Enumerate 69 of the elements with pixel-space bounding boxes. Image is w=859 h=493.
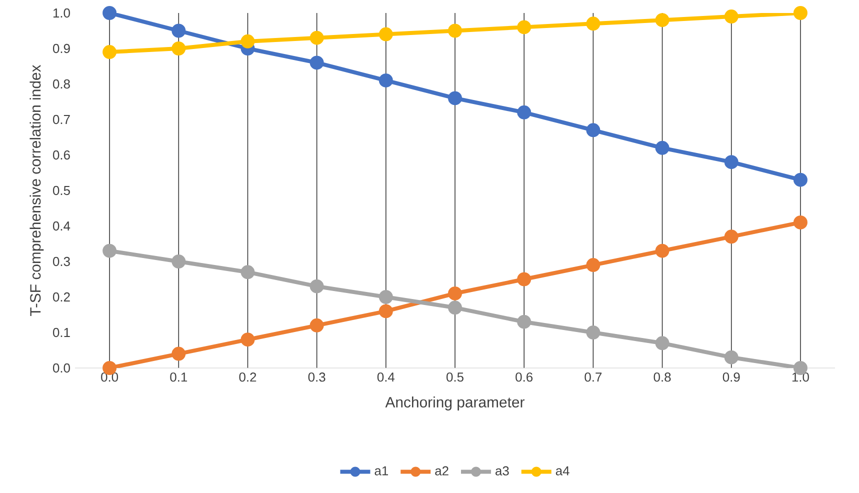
x-tick-label: 0.3 bbox=[308, 372, 326, 382]
point bbox=[724, 350, 738, 364]
x-tick-label: 0.1 bbox=[170, 372, 188, 382]
point bbox=[448, 300, 462, 315]
x-tick-label: 0.9 bbox=[722, 372, 740, 382]
legend-label: a2 bbox=[435, 466, 448, 476]
point bbox=[586, 16, 600, 31]
y-tick-label: 0.8 bbox=[52, 79, 70, 89]
point bbox=[310, 318, 324, 332]
point bbox=[655, 13, 670, 28]
point bbox=[655, 244, 670, 258]
x-tick-label: 0.5 bbox=[446, 372, 464, 382]
point bbox=[240, 34, 255, 48]
point bbox=[517, 105, 532, 120]
x-tick-label: 0.6 bbox=[516, 372, 533, 382]
point bbox=[448, 24, 462, 38]
x-tick-label: 0.4 bbox=[377, 372, 395, 382]
y-tick-label: 0.2 bbox=[52, 292, 70, 302]
point bbox=[378, 290, 393, 304]
legend-label: a3 bbox=[496, 466, 509, 476]
point bbox=[793, 215, 808, 230]
point bbox=[586, 123, 600, 138]
point bbox=[378, 304, 393, 318]
point bbox=[172, 42, 186, 56]
point bbox=[240, 265, 255, 280]
point bbox=[102, 45, 117, 60]
point bbox=[517, 20, 532, 34]
x-tick-label: 0.2 bbox=[239, 372, 256, 382]
point bbox=[310, 279, 324, 294]
point bbox=[448, 91, 462, 106]
y-axis-title: T-SF comprehensive correlation index bbox=[30, 64, 44, 316]
legend-label: a4 bbox=[556, 466, 570, 476]
x-tick-label: 0.0 bbox=[101, 372, 118, 382]
point bbox=[102, 244, 117, 258]
point bbox=[793, 172, 808, 187]
point bbox=[310, 56, 324, 70]
point bbox=[517, 314, 532, 329]
point bbox=[586, 326, 600, 340]
x-axis-title: Anchoring parameter bbox=[385, 396, 524, 410]
point bbox=[172, 254, 186, 268]
point bbox=[724, 155, 738, 170]
point bbox=[586, 258, 600, 272]
y-tick-label: 0.5 bbox=[52, 186, 70, 196]
point bbox=[378, 27, 393, 42]
point bbox=[102, 6, 117, 20]
point bbox=[655, 336, 670, 350]
y-tick-label: 0.6 bbox=[52, 150, 70, 160]
point bbox=[448, 286, 462, 300]
x-tick-label: 0.7 bbox=[584, 372, 602, 382]
y-tick-label: 0.9 bbox=[52, 44, 70, 54]
y-tick-label: 0.0 bbox=[52, 363, 70, 373]
point bbox=[378, 73, 393, 88]
point bbox=[310, 30, 324, 45]
point bbox=[517, 272, 532, 286]
point bbox=[172, 24, 186, 38]
point bbox=[724, 230, 738, 244]
y-tick-label: 1.0 bbox=[53, 8, 70, 18]
y-tick-label: 0.7 bbox=[52, 114, 70, 124]
point bbox=[655, 140, 670, 155]
y-tick-label: 0.4 bbox=[52, 221, 70, 231]
x-tick-label: 1.0 bbox=[792, 372, 809, 382]
point bbox=[793, 6, 808, 20]
legend-label: a1 bbox=[374, 466, 388, 476]
point bbox=[724, 10, 738, 24]
point bbox=[240, 332, 255, 347]
x-tick-label: 0.8 bbox=[654, 372, 671, 382]
point bbox=[172, 346, 186, 361]
y-tick-label: 0.3 bbox=[52, 256, 70, 266]
y-tick-label: 0.1 bbox=[52, 328, 70, 338]
